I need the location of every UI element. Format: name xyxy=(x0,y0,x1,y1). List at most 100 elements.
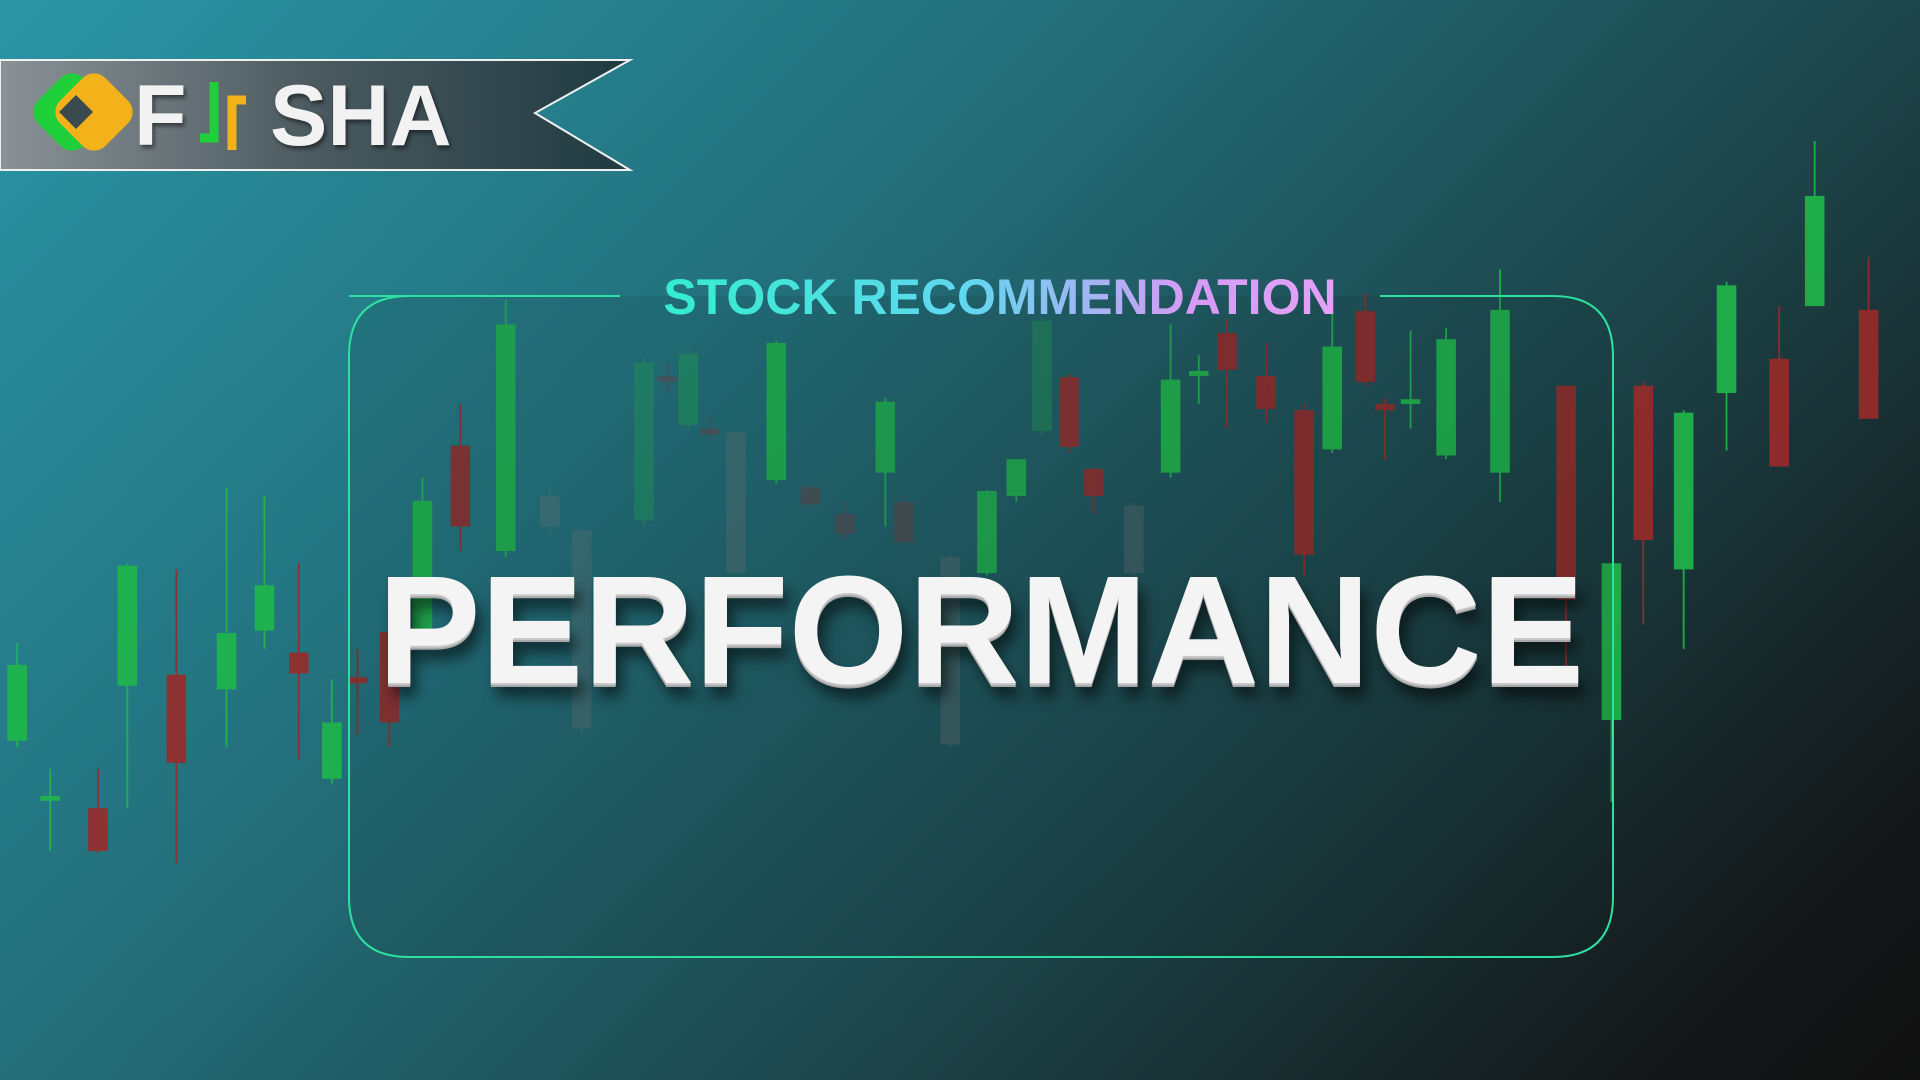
body xyxy=(634,362,654,521)
body xyxy=(1556,385,1576,600)
body xyxy=(1256,375,1276,409)
candle xyxy=(1124,502,1144,576)
body xyxy=(347,677,368,684)
body xyxy=(657,375,678,383)
candle xyxy=(117,563,138,809)
body xyxy=(700,428,720,435)
candle xyxy=(254,495,275,649)
body xyxy=(835,514,855,534)
logo-text-left: F xyxy=(134,68,187,164)
body xyxy=(1059,377,1079,447)
body xyxy=(1858,309,1879,419)
candle xyxy=(1673,410,1694,649)
body xyxy=(1673,412,1694,570)
candle xyxy=(1601,563,1622,803)
logo-text-right: SHA xyxy=(270,68,452,164)
body xyxy=(1322,346,1343,450)
body xyxy=(1633,385,1654,540)
body xyxy=(288,652,309,674)
body xyxy=(495,324,516,552)
body xyxy=(1436,339,1456,456)
subtitle: STOCK RECOMMENDATION xyxy=(620,266,1380,328)
candle xyxy=(1217,318,1237,429)
body xyxy=(1217,333,1237,370)
body xyxy=(322,722,342,779)
body xyxy=(1124,505,1144,574)
body xyxy=(1160,379,1181,473)
body xyxy=(1601,563,1622,720)
body xyxy=(800,487,821,505)
body xyxy=(1355,311,1376,383)
body xyxy=(977,491,997,574)
body xyxy=(893,502,914,543)
candle xyxy=(379,606,400,747)
candle xyxy=(1436,328,1456,460)
body xyxy=(117,565,138,686)
candle xyxy=(800,483,821,509)
logo-ribbon xyxy=(0,59,634,171)
body xyxy=(1006,459,1027,496)
body xyxy=(875,401,896,473)
candle xyxy=(1355,293,1376,386)
candle xyxy=(1633,382,1654,625)
candle xyxy=(40,768,60,852)
candle xyxy=(875,397,896,527)
candle xyxy=(1160,324,1181,478)
candle xyxy=(495,300,516,558)
logo-icon xyxy=(33,73,133,151)
body xyxy=(166,674,187,763)
body xyxy=(940,557,960,745)
body xyxy=(540,495,560,527)
candle xyxy=(1804,140,1825,307)
body xyxy=(1375,404,1395,411)
body xyxy=(40,795,60,801)
candle xyxy=(893,495,914,545)
candle xyxy=(540,489,560,533)
candle xyxy=(1006,459,1027,503)
candle xyxy=(1375,397,1395,460)
body xyxy=(1716,285,1737,394)
candle xyxy=(1322,306,1343,454)
candle xyxy=(1769,306,1789,467)
candle xyxy=(322,679,342,784)
candle xyxy=(1059,373,1079,454)
body xyxy=(678,353,698,425)
body xyxy=(254,585,275,631)
candle xyxy=(726,428,746,576)
body xyxy=(216,633,237,690)
body xyxy=(1188,371,1209,376)
body xyxy=(1032,320,1052,432)
candle xyxy=(1716,281,1737,451)
candle xyxy=(288,563,309,760)
candle xyxy=(1858,257,1879,419)
candle xyxy=(1400,330,1421,429)
candle xyxy=(766,340,787,484)
candle xyxy=(1294,404,1314,576)
candle xyxy=(835,502,855,539)
body xyxy=(412,500,433,631)
candle xyxy=(700,416,720,441)
body xyxy=(1490,309,1510,473)
body xyxy=(1083,468,1104,496)
candle xyxy=(1188,355,1209,405)
logo-arrow-up xyxy=(227,95,246,150)
candle xyxy=(347,648,368,735)
candle xyxy=(412,477,433,637)
body xyxy=(1804,195,1825,307)
candle xyxy=(1490,269,1510,503)
body xyxy=(571,530,592,729)
candle xyxy=(166,569,187,864)
candle xyxy=(977,489,997,576)
frame xyxy=(348,295,1614,958)
candle xyxy=(1556,385,1576,686)
candle xyxy=(1256,342,1276,423)
candle xyxy=(678,348,698,429)
logo-icon-yellow xyxy=(55,73,133,151)
body xyxy=(7,664,27,741)
body xyxy=(766,342,787,480)
body xyxy=(379,631,400,723)
